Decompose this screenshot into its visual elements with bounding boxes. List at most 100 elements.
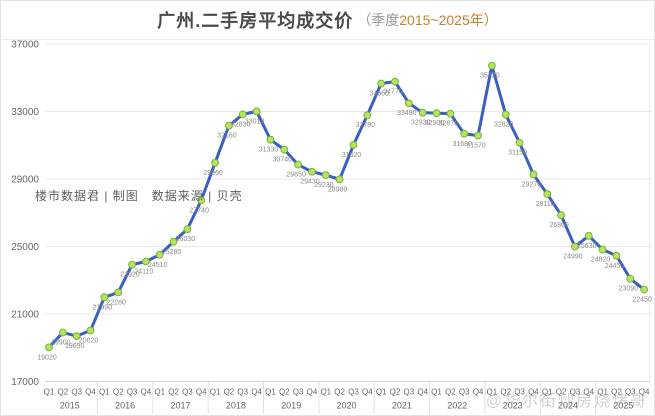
price-line (47, 64, 646, 349)
data-point-label: 29270 (522, 181, 542, 188)
quarter-label: Q2 (445, 388, 456, 397)
data-point (252, 107, 261, 116)
data-point (155, 250, 164, 259)
year-label: 2015 (60, 401, 80, 411)
data-point (72, 332, 81, 341)
y-tick-label: 37000 (11, 40, 39, 51)
data-point-label: 19690 (65, 343, 85, 350)
data-point (211, 158, 219, 167)
data-point (487, 61, 496, 70)
quarter-label: Q3 (293, 388, 304, 397)
quarter-label: Q1 (210, 388, 221, 397)
year-label: 2025 (613, 401, 633, 411)
data-point (100, 293, 109, 302)
y-tick-label: 25000 (11, 242, 39, 253)
page-title: 广州.二手房平均成交价 (157, 11, 354, 31)
quarter-label: Q1 (597, 388, 608, 397)
data-point-label: 27740 (190, 207, 210, 214)
quarter-label: Q2 (224, 388, 235, 397)
data-point (584, 231, 593, 240)
data-point-label: 32780 (356, 122, 376, 129)
data-point (501, 110, 510, 119)
quarter-label: Q3 (625, 388, 636, 397)
quarter-label: Q4 (307, 388, 318, 397)
data-point-label: 28980 (328, 186, 348, 193)
data-point-label: 23090 (619, 286, 639, 293)
data-point (626, 274, 635, 283)
data-point (474, 131, 482, 140)
data-point-label: 19900 (51, 340, 71, 347)
data-point-label: 23920 (120, 272, 140, 279)
data-point-label: 32160 (217, 133, 237, 140)
y-tick-label: 17000 (11, 377, 39, 388)
data-point-label: 19020 (37, 354, 57, 361)
data-point-label: 34770 (383, 89, 403, 96)
data-point (363, 111, 372, 120)
year-label: 2018 (226, 401, 246, 411)
data-point (197, 196, 206, 205)
data-point (432, 109, 441, 118)
data-point-label: 24450 (605, 263, 625, 270)
data-point (460, 129, 469, 138)
data-point (515, 138, 524, 147)
quarter-label: Q2 (279, 388, 290, 397)
data-point (335, 175, 344, 184)
data-point-label: 35720 (480, 73, 500, 80)
data-point-label: 21990 (93, 304, 113, 311)
quarter-label: Q3 (71, 388, 82, 397)
quarter-label: Q3 (459, 388, 470, 397)
quarter-label: Q2 (334, 388, 345, 397)
data-point (58, 328, 67, 337)
data-point-label: 26030 (176, 236, 196, 243)
data-point (612, 251, 621, 260)
quarter-label: Q3 (237, 388, 248, 397)
year-label: 2019 (281, 401, 301, 411)
data-point-label: 25630 (577, 243, 597, 250)
data-point-label: 32870 (439, 121, 459, 128)
data-point (571, 242, 579, 251)
data-point-label: 33490 (397, 110, 417, 117)
data-point-label: 25280 (162, 249, 182, 256)
quarter-label: Q3 (404, 388, 415, 397)
year-label: 2016 (115, 401, 135, 411)
data-point-label: 28110 (536, 201, 555, 208)
data-point (418, 108, 427, 117)
data-point-label: 31570 (466, 143, 486, 150)
quarter-label: Q2 (58, 388, 69, 397)
data-point (141, 257, 150, 266)
data-point (114, 288, 123, 297)
data-point (391, 77, 399, 86)
quarter-label: Q3 (570, 388, 581, 397)
data-point-label: 29960 (203, 170, 223, 177)
data-point (377, 79, 386, 88)
year-label: 2017 (170, 401, 190, 411)
data-point (598, 245, 607, 254)
quarter-label: Q4 (251, 388, 262, 397)
quarter-label: Q4 (473, 388, 484, 397)
quarter-label: Q4 (196, 388, 207, 397)
data-point (529, 170, 538, 179)
y-tick-label: 33000 (11, 107, 39, 118)
quarter-label: Q3 (182, 388, 193, 397)
data-point-label: 31020 (342, 152, 362, 159)
data-point (308, 167, 316, 176)
data-point-label: 24510 (148, 262, 168, 269)
quarter-label: Q3 (127, 388, 138, 397)
quarter-label: Q1 (542, 388, 553, 397)
quarter-label: Q2 (556, 388, 567, 397)
data-point (557, 211, 565, 220)
data-point-label: 22450 (632, 297, 652, 304)
chart-header: 广州.二手房平均成交价 （季度 2015~2025年） (1, 1, 654, 40)
year-label: 2023 (503, 401, 523, 411)
data-point-label: 34660 (369, 90, 389, 97)
data-point (640, 285, 649, 294)
quarter-label: Q3 (348, 388, 359, 397)
quarter-label: Q2 (113, 388, 124, 397)
data-point-label: 31330 (259, 147, 279, 154)
quarter-label: Q1 (154, 388, 165, 397)
quarter-label: Q1 (320, 388, 331, 397)
quarter-label: Q1 (44, 388, 55, 397)
data-point-label: 22280 (106, 299, 126, 306)
quarter-label: Q4 (528, 388, 539, 397)
